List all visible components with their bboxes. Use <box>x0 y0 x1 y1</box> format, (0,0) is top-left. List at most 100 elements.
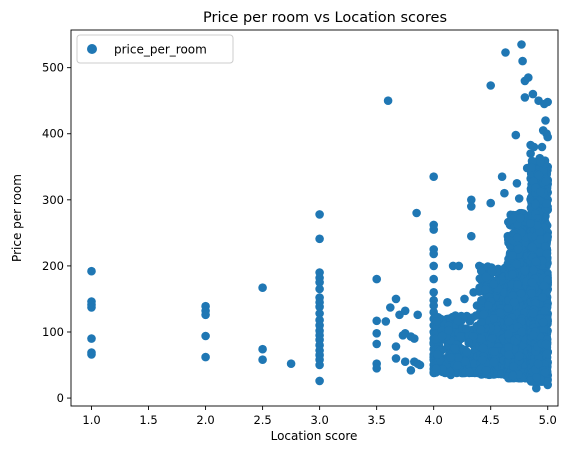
data-point <box>443 298 452 307</box>
data-point <box>508 371 518 381</box>
data-point <box>415 360 425 370</box>
data-point <box>481 272 491 282</box>
data-point <box>528 89 538 99</box>
x-tick-label: 5.0 <box>539 413 557 427</box>
data-point <box>372 364 382 373</box>
data-point <box>513 244 523 254</box>
data-point <box>446 353 456 362</box>
data-point <box>433 350 442 359</box>
data-point <box>386 303 395 312</box>
data-point <box>429 172 439 181</box>
data-point <box>532 383 541 393</box>
data-point <box>529 330 538 340</box>
data-point <box>536 187 545 197</box>
data-point <box>539 281 549 291</box>
data-point <box>413 310 423 320</box>
data-point <box>315 302 324 312</box>
data-point <box>467 195 476 205</box>
data-point <box>478 355 487 365</box>
data-point <box>542 349 552 358</box>
x-tick-label: 2.0 <box>196 413 214 427</box>
data-point <box>444 325 453 335</box>
data-point <box>432 317 442 326</box>
x-tick-label: 4.0 <box>425 413 443 427</box>
data-point <box>508 291 518 300</box>
data-point <box>87 350 96 359</box>
data-point <box>453 353 463 362</box>
data-point <box>542 249 552 258</box>
data-point <box>490 347 500 356</box>
data-point <box>462 324 471 334</box>
data-point <box>391 342 401 351</box>
data-point <box>450 343 460 353</box>
y-tick-label: 500 <box>42 61 64 75</box>
data-point <box>527 242 537 252</box>
data-point <box>512 259 521 269</box>
legend-box <box>76 34 234 64</box>
data-point <box>524 73 533 82</box>
data-point <box>509 297 519 307</box>
data-point <box>315 376 324 386</box>
data-point <box>258 344 267 354</box>
data-point <box>537 142 547 152</box>
x-tick-label: 1.0 <box>82 413 100 427</box>
data-point <box>528 308 538 318</box>
data-point <box>532 373 541 382</box>
data-point <box>372 329 382 338</box>
data-point <box>429 301 439 310</box>
data-point <box>484 301 493 311</box>
data-point <box>516 213 525 223</box>
data-point <box>543 132 552 142</box>
data-point <box>543 97 552 107</box>
data-point <box>513 280 522 289</box>
data-point <box>201 310 210 320</box>
data-point <box>429 225 439 234</box>
data-point <box>503 304 513 313</box>
data-point <box>315 278 324 287</box>
data-point <box>453 316 463 326</box>
data-point <box>467 231 476 241</box>
data-point <box>453 361 462 370</box>
data-point <box>504 217 513 227</box>
data-point <box>464 338 474 348</box>
y-tick-label: 300 <box>42 193 64 207</box>
data-points <box>87 40 552 393</box>
data-point <box>315 210 324 219</box>
data-point <box>400 357 410 367</box>
data-point <box>286 359 296 369</box>
data-point <box>535 248 545 257</box>
data-point <box>517 327 526 337</box>
data-point <box>509 362 518 371</box>
data-point <box>489 279 499 289</box>
y-tick-label: 200 <box>42 259 64 273</box>
data-point <box>534 170 544 180</box>
legend-marker <box>87 44 97 54</box>
data-point <box>508 270 517 279</box>
data-point <box>315 360 324 370</box>
data-point <box>478 343 488 353</box>
data-point <box>258 283 267 293</box>
plot-frame <box>70 29 559 407</box>
data-point <box>486 198 496 208</box>
data-point <box>531 257 541 267</box>
data-point <box>477 296 486 305</box>
data-point <box>454 261 464 271</box>
data-point <box>529 265 538 275</box>
data-point <box>536 235 545 244</box>
data-point <box>315 309 324 318</box>
data-point <box>501 48 510 57</box>
data-point <box>201 352 210 362</box>
data-point <box>465 367 474 377</box>
data-point <box>87 266 96 276</box>
data-point <box>541 339 551 349</box>
data-point <box>527 162 536 172</box>
data-point <box>527 278 537 287</box>
data-point <box>540 368 550 377</box>
data-point <box>514 351 524 361</box>
data-point <box>489 314 498 323</box>
data-point <box>372 316 382 326</box>
data-point <box>477 334 486 344</box>
data-point <box>410 334 419 343</box>
data-point <box>538 293 548 302</box>
